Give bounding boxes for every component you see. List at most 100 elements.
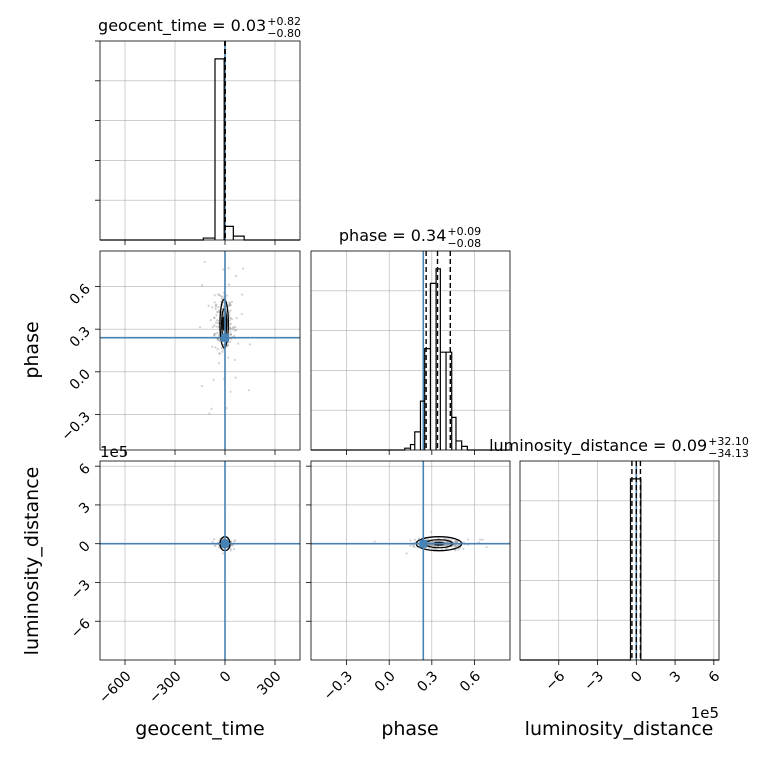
phase-1d-title: phase = 0.34 +0.09−0.08 [339, 225, 481, 250]
luminosity_distance-vs-phase-point [443, 544, 447, 547]
phase-vs-geocent_time-point [225, 407, 228, 410]
phase-vs-geocent_time-point [216, 311, 219, 314]
phase-vs-geocent_time-point [232, 326, 235, 329]
geocent_time-1d-bg [100, 41, 300, 240]
luminosity_distance-vs-phase-point [479, 538, 482, 541]
luminosity_distance-vs-phase-xtick-label-3: 0.6 [457, 668, 484, 695]
phase-vs-geocent_time-point [215, 325, 218, 328]
phase-vs-geocent_time-point [222, 343, 225, 346]
luminosity_distance-1d-title-text: luminosity_distance = 0.09 [489, 436, 707, 456]
phase-vs-geocent_time-point [203, 260, 206, 264]
luminosity_distance-vs-phase-point [446, 544, 449, 547]
phase-vs-geocent_time-point [218, 352, 221, 355]
phase-vs-geocent_time-point [220, 296, 223, 299]
phase-1d-title-eq: = [387, 226, 411, 245]
phase-1d-bin-10 [452, 417, 456, 450]
luminosity_distance-vs-geocent_time-point [232, 547, 236, 551]
luminosity_distance-1d-bg [520, 461, 719, 660]
phase-vs-geocent_time-point [217, 338, 220, 341]
phase-vs-geocent_time-point [229, 301, 232, 304]
luminosity_distance-1d-border [519, 460, 720, 661]
luminosity_distance-1d-xtick-label-2: 0 [628, 668, 646, 686]
phase-vs-geocent_time-point [235, 328, 238, 331]
phase-vs-geocent_time-point [215, 314, 218, 317]
luminosity_distance-vs-phase-xtick-label-2: 0.3 [414, 668, 441, 695]
phase-vs-geocent_time-point [211, 306, 214, 309]
luminosity_distance-vs-phase-point [466, 538, 470, 541]
phase-vs-geocent_time-point [218, 340, 221, 343]
phase-vs-geocent_time-point [222, 268, 225, 271]
phase-1d-bin-2 [411, 445, 415, 450]
phase-vs-geocent_time-point [231, 328, 234, 331]
phase-vs-geocent_time-point [241, 293, 244, 296]
phase-vs-geocent_time-point [228, 327, 231, 330]
phase-vs-geocent_time-point [214, 305, 217, 308]
luminosity_distance-vs-phase-point [485, 546, 488, 549]
phase-vs-geocent_time-point [234, 329, 237, 332]
phase-vs-geocent_time-truth-marker [221, 333, 229, 342]
phase-vs-geocent_time-point [242, 267, 245, 270]
luminosity_distance-1d-xtick-label-1: −3 [581, 668, 607, 694]
phase-vs-geocent_time-point [220, 297, 224, 301]
phase-vs-geocent_time-point [230, 300, 234, 304]
luminosity_distance-1d-title-plus: +32.10 [708, 435, 749, 448]
phase-1d-bin-12 [462, 446, 468, 450]
phase-vs-geocent_time-point [212, 334, 216, 337]
phase-1d-bin-7 [436, 269, 440, 450]
geocent_time-1d-title-plus: +0.82 [267, 15, 301, 28]
phase-vs-geocent_time-point [240, 312, 243, 316]
phase-vs-geocent_time-point [214, 346, 217, 349]
luminosity_distance-vs-geocent_time-xtick-label-2: 0 [217, 668, 235, 686]
phase-vs-geocent_time-point [227, 305, 230, 308]
ylabel-luminosity_distance: luminosity_distance [21, 467, 43, 656]
luminosity_distance-vs-phase-point [455, 541, 458, 544]
phase-vs-geocent_time-point [217, 334, 221, 338]
phase-vs-geocent_time-contour-outer [219, 298, 229, 349]
phase-vs-geocent_time-point [228, 311, 231, 314]
luminosity_distance-vs-phase-point [446, 540, 449, 544]
phase-vs-geocent_time-point [228, 303, 231, 307]
luminosity_distance-vs-geocent_time-point [218, 546, 221, 549]
phase-vs-geocent_time-point [217, 310, 220, 313]
phase-vs-geocent_time-point [225, 294, 228, 297]
phase-vs-geocent_time-point [214, 307, 217, 311]
phase-1d-bin-4 [420, 401, 424, 450]
phase-vs-geocent_time-point [227, 267, 230, 270]
luminosity_distance-vs-phase-point [453, 540, 456, 543]
phase-vs-geocent_time-ytick-label-2: 0.3 [67, 324, 94, 351]
luminosity_distance-vs-phase-border [310, 460, 511, 661]
phase-1d-title-text: phase = 0.34 [339, 226, 446, 245]
phase-vs-geocent_time-point [217, 305, 220, 309]
phase-vs-geocent_time-point [217, 362, 221, 365]
luminosity_distance-vs-geocent_time-xtick-label-1: −300 [146, 668, 185, 707]
luminosity_distance-vs-phase-point [413, 538, 416, 541]
phase-vs-geocent_time-point [247, 389, 251, 392]
luminosity_distance-vs-phase-point [433, 547, 436, 551]
ylabel-phase: phase [21, 321, 43, 378]
phase-vs-geocent_time-point [229, 309, 232, 312]
phase-1d-bg [311, 251, 510, 450]
luminosity_distance-vs-phase-point [454, 549, 457, 552]
offset-label-x-luminosity_distance: 1e5 [691, 704, 719, 722]
phase-vs-geocent_time-point [228, 314, 231, 317]
phase-vs-geocent_time-point [234, 325, 237, 328]
luminosity_distance-vs-phase-xtick-label-0: −0.3 [321, 668, 356, 703]
luminosity_distance-vs-geocent_time-ytick-label-0: −6 [68, 616, 94, 642]
phase-vs-geocent_time-point [200, 284, 204, 287]
luminosity_distance-vs-phase-point [452, 544, 456, 547]
phase-vs-geocent_time-point [228, 303, 231, 306]
phase-vs-geocent_time-point [217, 339, 220, 342]
phase-vs-geocent_time-point [229, 322, 232, 325]
phase-vs-geocent_time-ytick-label-1: 0.0 [67, 366, 94, 393]
phase-vs-geocent_time-point [214, 304, 218, 307]
luminosity_distance-1d: −6 −3 0 3 6 luminosity_distance = 0.09 +32.10−… [489, 435, 749, 694]
phase-1d-title-plus: +0.09 [447, 225, 481, 238]
phase-vs-geocent_time-point [216, 331, 219, 334]
phase-vs-geocent_time-point [216, 319, 219, 322]
luminosity_distance-vs-phase-point [373, 540, 376, 543]
luminosity_distance-vs-geocent_time-point [211, 540, 214, 543]
xlabel-luminosity_distance: luminosity_distance [525, 718, 714, 740]
luminosity_distance-1d-title-minus: −34.13 [708, 447, 749, 460]
offset-label-y-luminosity_distance: 1e5 [100, 443, 128, 461]
